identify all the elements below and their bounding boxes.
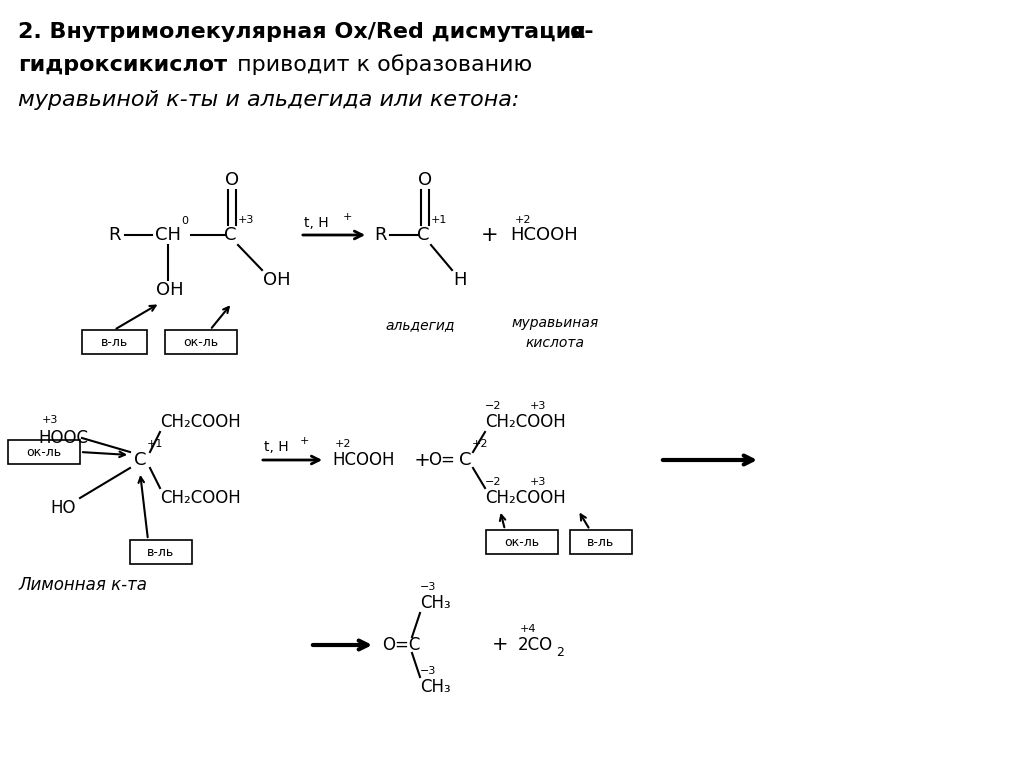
Text: гидроксикислот: гидроксикислот xyxy=(18,55,227,75)
Text: H: H xyxy=(453,271,467,289)
Text: OH: OH xyxy=(263,271,291,289)
Text: CH₂COOH: CH₂COOH xyxy=(160,489,241,507)
Text: муравьиной к-ты и альдегида или кетона:: муравьиной к-ты и альдегида или кетона: xyxy=(18,90,519,110)
Text: 2: 2 xyxy=(556,647,564,660)
Text: −2: −2 xyxy=(485,401,502,411)
Text: t, H: t, H xyxy=(264,440,289,454)
Text: −2: −2 xyxy=(485,477,502,487)
Text: 0: 0 xyxy=(181,216,188,226)
Text: +: + xyxy=(343,212,352,222)
Text: α-: α- xyxy=(570,22,595,42)
Text: O=: O= xyxy=(428,451,455,469)
Text: ок-ль: ок-ль xyxy=(183,335,218,348)
Text: +: + xyxy=(300,436,309,446)
Text: Лимонная к-та: Лимонная к-та xyxy=(18,576,147,594)
Text: CH₂COOH: CH₂COOH xyxy=(160,413,241,431)
Text: C: C xyxy=(134,451,146,469)
Text: CH₂COOH: CH₂COOH xyxy=(485,413,565,431)
Text: в-ль: в-ль xyxy=(147,545,175,558)
Text: −3: −3 xyxy=(420,666,436,676)
Text: O=C: O=C xyxy=(382,636,421,654)
Text: C: C xyxy=(417,226,429,244)
Text: +2: +2 xyxy=(515,215,531,225)
Bar xyxy=(8,440,80,464)
Text: OH: OH xyxy=(156,281,183,299)
Text: CH₂COOH: CH₂COOH xyxy=(485,489,565,507)
Bar xyxy=(486,530,558,554)
Text: +3: +3 xyxy=(530,401,547,411)
Text: +2: +2 xyxy=(472,439,488,449)
Text: R: R xyxy=(374,226,386,244)
Bar xyxy=(82,330,147,354)
Text: +2: +2 xyxy=(335,439,351,449)
Text: O: O xyxy=(225,171,239,189)
Text: в-ль: в-ль xyxy=(100,335,128,348)
Text: O: O xyxy=(418,171,432,189)
Text: CH₃: CH₃ xyxy=(420,594,451,612)
Text: C: C xyxy=(459,451,471,469)
Text: HOOC: HOOC xyxy=(38,429,88,447)
Text: +3: +3 xyxy=(42,415,58,425)
Text: +: + xyxy=(408,450,431,469)
Bar xyxy=(570,530,632,554)
Text: альдегид: альдегид xyxy=(385,318,455,332)
Text: HO: HO xyxy=(50,499,76,517)
Text: −3: −3 xyxy=(420,582,436,592)
Text: в-ль: в-ль xyxy=(588,535,614,548)
Text: CH: CH xyxy=(155,226,181,244)
Text: +3: +3 xyxy=(238,215,254,225)
Text: t, H: t, H xyxy=(304,216,329,230)
Text: приводит к образованию: приводит к образованию xyxy=(230,54,532,75)
Bar xyxy=(165,330,237,354)
Text: ок-ль: ок-ль xyxy=(505,535,540,548)
Text: муравьиная: муравьиная xyxy=(511,316,599,330)
Text: 2CO: 2CO xyxy=(518,636,553,654)
Text: ок-ль: ок-ль xyxy=(27,446,61,459)
Text: +3: +3 xyxy=(530,477,547,487)
Text: +1: +1 xyxy=(431,215,447,225)
Text: 2. Внутримолекулярная Ox/Red дисмутация: 2. Внутримолекулярная Ox/Red дисмутация xyxy=(18,22,593,42)
Bar xyxy=(130,540,193,564)
Text: C: C xyxy=(224,226,237,244)
Text: HCOOH: HCOOH xyxy=(510,226,578,244)
Text: +: + xyxy=(492,636,508,654)
Text: +1: +1 xyxy=(147,439,164,449)
Text: +: + xyxy=(481,225,499,245)
Text: HCOOH: HCOOH xyxy=(332,451,394,469)
Text: кислота: кислота xyxy=(525,336,585,350)
Text: R: R xyxy=(109,226,121,244)
Text: CH₃: CH₃ xyxy=(420,678,451,696)
Text: +4: +4 xyxy=(520,624,537,634)
